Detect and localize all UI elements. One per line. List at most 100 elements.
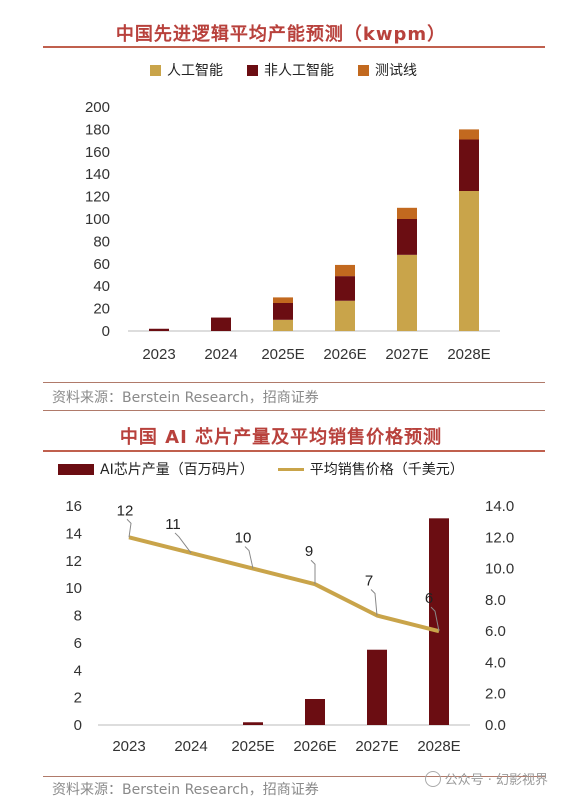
bar-test-line: [335, 264, 355, 277]
legend-label-ai: 人工智能: [167, 63, 223, 79]
legend-swatch-asp: [277, 467, 304, 471]
chart1-legend: 人工智能 非人工智能 测试线: [150, 60, 441, 80]
y-left-tick-label: 2: [74, 690, 82, 707]
y-right-tick-label: 2.0: [485, 686, 506, 703]
bar-ai: [459, 191, 479, 331]
y-right-tick-label: 14.0: [485, 498, 514, 515]
legend-label-asp: 平均销售价格（千美元）: [309, 462, 464, 478]
legend-item-ai: 人工智能: [150, 60, 223, 80]
legend-label-test-line: 测试线: [375, 63, 417, 79]
bar-ai-chip-output: [243, 722, 263, 725]
y-left-tick-label: 14: [65, 525, 82, 542]
x-tick-label: 2027E: [355, 738, 398, 755]
bar-ai-chip-output: [429, 518, 449, 725]
bar-ai-chip-output: [367, 649, 387, 725]
data-label-asp: 6: [425, 590, 433, 607]
chart2-legend: AI芯片产量（百万码片） 平均销售价格（千美元）: [58, 459, 488, 479]
legend-item-test-line: 测试线: [358, 60, 417, 80]
line-asp: [128, 535, 440, 634]
legend-item-non-ai: 非人工智能: [247, 60, 334, 80]
y-left-tick-label: 10: [65, 580, 82, 597]
x-tick-label: 2024: [204, 346, 237, 363]
x-tick-label: 2027E: [385, 346, 428, 363]
x-tick-label: 2028E: [447, 346, 490, 363]
data-label-leader: [310, 559, 316, 585]
bar-test-line: [397, 207, 417, 219]
data-label-leader: [370, 589, 378, 616]
watermark-text: 公众号 · 幻影视界: [444, 773, 548, 788]
chart1-source-rule: [43, 410, 545, 411]
watermark: 公众号 · 幻影视界: [424, 769, 548, 788]
legend-item-ai-chip-output: AI芯片产量（百万码片）: [58, 459, 254, 479]
chart2-title-rule: [43, 450, 545, 452]
legend-swatch-test-line: [358, 64, 369, 76]
bar-test-line: [459, 129, 479, 140]
legend-swatch-ai: [150, 64, 161, 76]
chart1-bottom-rule: [43, 382, 545, 383]
data-label-asp: 11: [165, 516, 181, 533]
wechat-icon: [424, 770, 441, 787]
y-left-tick-label: 12: [65, 553, 82, 570]
data-label-leader: [174, 532, 192, 554]
y-left-tick-label: 0: [74, 717, 82, 734]
bar-ai-chip-output: [305, 698, 325, 725]
bar-non-ai: [459, 139, 479, 191]
x-tick-label: 2026E: [293, 738, 336, 755]
chart1-source: 资料来源：Berstein Research，招商证券: [52, 390, 319, 406]
legend-item-asp: 平均销售价格（千美元）: [277, 459, 464, 479]
bar-non-ai: [273, 303, 293, 320]
y-tick-label: 20: [93, 301, 110, 318]
y-tick-label: 0: [102, 323, 110, 340]
x-tick-label: 2028E: [417, 738, 460, 755]
data-label-leader: [126, 518, 132, 538]
data-label-asp: 9: [305, 543, 313, 560]
y-tick-label: 200: [85, 99, 110, 116]
legend-label-non-ai: 非人工智能: [264, 63, 334, 79]
y-tick-label: 60: [93, 256, 110, 273]
y-tick-label: 160: [85, 144, 110, 161]
data-label-asp: 7: [365, 573, 373, 590]
y-tick-label: 100: [85, 211, 110, 228]
bar-non-ai: [211, 317, 231, 331]
bar-ai: [397, 254, 417, 331]
y-tick-label: 40: [93, 278, 110, 295]
y-left-tick-label: 8: [74, 608, 82, 625]
x-tick-label: 2024: [174, 738, 207, 755]
x-tick-label: 2026E: [323, 346, 366, 363]
y-tick-label: 140: [85, 166, 110, 183]
bar-ai: [273, 319, 293, 331]
y-right-tick-label: 10.0: [485, 561, 514, 578]
legend-swatch-non-ai: [247, 64, 258, 76]
bar-non-ai: [149, 328, 169, 331]
y-tick-label: 120: [85, 189, 110, 206]
data-label-leader: [244, 546, 254, 569]
bar-ai: [335, 300, 355, 331]
chart1-plot: 0 20 40 60 80 100 120 140 160 180 200 2023 2024 2025E…: [85, 99, 500, 363]
bar-non-ai: [397, 219, 417, 255]
y-right-tick-label: 12.0: [485, 529, 514, 546]
y-left-tick-label: 6: [74, 635, 82, 652]
y-tick-label: 80: [93, 233, 110, 250]
y-left-tick-label: 16: [65, 498, 82, 515]
chart2-source: 资料来源：Berstein Research，招商证券: [52, 782, 319, 798]
data-label-asp: 12: [117, 502, 134, 519]
bar-non-ai: [335, 276, 355, 301]
y-right-tick-label: 0.0: [485, 717, 506, 734]
data-label-asp: 10: [235, 530, 252, 547]
y-right-tick-label: 8.0: [485, 592, 506, 609]
chart2-title: 中国 AI 芯片产量及平均销售价格预测: [119, 427, 443, 448]
chart1-title: 中国先进逻辑平均产能预测（kwpm）: [115, 24, 447, 45]
bar-test-line: [273, 297, 293, 303]
y-right-tick-label: 4.0: [485, 654, 506, 671]
y-tick-label: 180: [85, 121, 110, 138]
chart2-bottom-rule: [43, 776, 545, 777]
data-label-leader: [430, 606, 440, 632]
y-left-tick-label: 4: [74, 662, 82, 679]
legend-swatch-ai-chip-output: [58, 463, 94, 475]
x-tick-label: 2025E: [261, 346, 304, 363]
x-tick-label: 2023: [142, 346, 175, 363]
legend-label-ai-chip-output: AI芯片产量（百万码片）: [100, 462, 254, 478]
x-tick-label: 2023: [112, 738, 145, 755]
y-right-tick-label: 6.0: [485, 623, 506, 640]
